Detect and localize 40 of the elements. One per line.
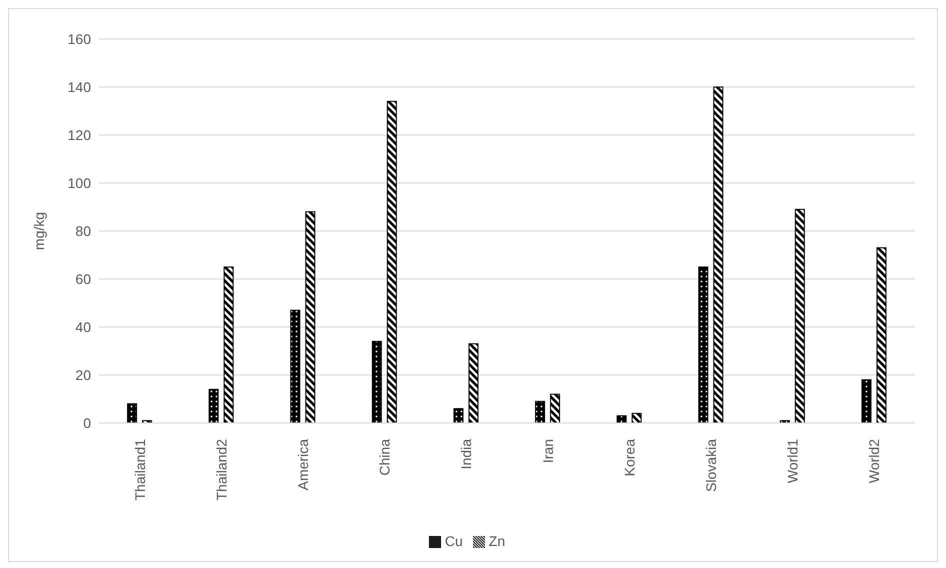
bar bbox=[632, 412, 642, 423]
bar bbox=[713, 86, 724, 423]
bar bbox=[453, 408, 464, 423]
y-tick-label: 20 bbox=[75, 366, 92, 383]
x-tick-label: World1 bbox=[784, 438, 801, 484]
x-tick-label: Korea bbox=[621, 438, 638, 476]
x-tick-label: Slovakia bbox=[703, 438, 719, 492]
y-tick-label: 80 bbox=[75, 222, 92, 239]
bar bbox=[698, 266, 708, 423]
legend-label: Cu bbox=[444, 533, 463, 549]
y-tick-label: 40 bbox=[75, 318, 92, 335]
y-tick-label: 0 bbox=[83, 414, 92, 431]
y-axis-title: mg/kg bbox=[30, 212, 47, 250]
bar bbox=[794, 208, 805, 423]
bar bbox=[290, 310, 300, 423]
x-tick-label: World2 bbox=[866, 438, 882, 484]
bar bbox=[468, 343, 478, 423]
bar bbox=[127, 403, 138, 423]
x-tick-label: Thailand1 bbox=[132, 438, 148, 500]
legend-label: Zn bbox=[488, 533, 506, 549]
x-tick-label: China bbox=[376, 438, 393, 476]
bar bbox=[208, 388, 219, 423]
y-tick-label: 120 bbox=[68, 126, 92, 143]
bar bbox=[550, 394, 560, 423]
bar bbox=[372, 340, 382, 423]
bar bbox=[224, 266, 234, 423]
y-tick-label: 100 bbox=[68, 174, 92, 191]
bar bbox=[861, 379, 872, 423]
x-tick-label: Iran bbox=[540, 439, 556, 464]
bar bbox=[305, 211, 316, 423]
x-tick-label: India bbox=[458, 438, 474, 470]
bar bbox=[876, 247, 886, 423]
bar bbox=[386, 100, 397, 423]
x-tick-label: America bbox=[295, 438, 311, 490]
y-tick-label: 60 bbox=[75, 270, 92, 287]
bar bbox=[535, 400, 546, 423]
bar bbox=[616, 415, 627, 423]
x-tick-label: Thailand2 bbox=[213, 438, 230, 500]
y-tick-label: 160 bbox=[68, 30, 92, 47]
y-tick-label: 140 bbox=[68, 78, 92, 95]
